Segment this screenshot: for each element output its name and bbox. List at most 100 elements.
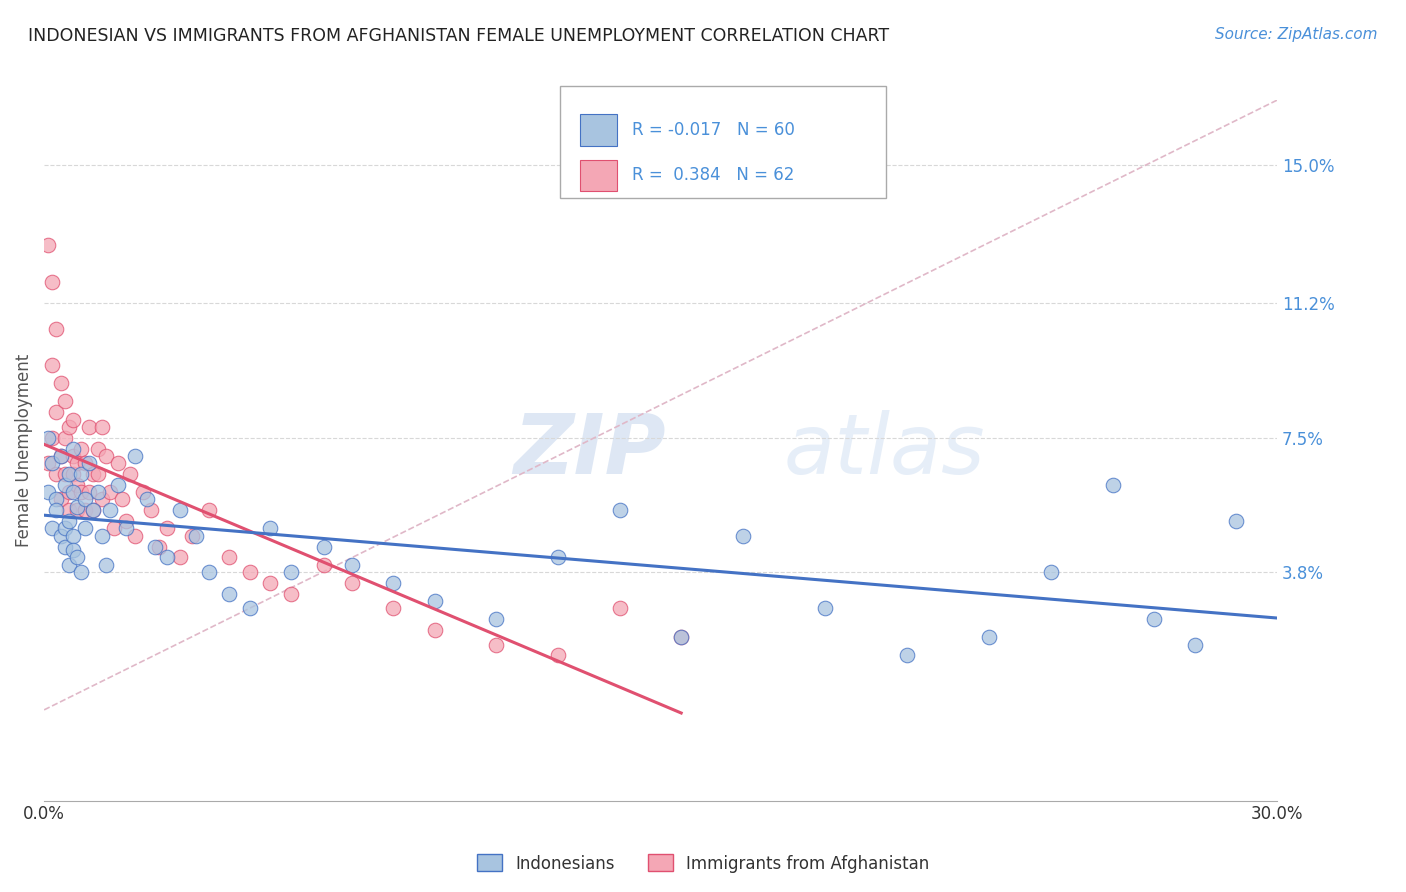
Point bbox=[62, 467, 84, 481]
Point bbox=[485, 612, 508, 626]
Point bbox=[66, 503, 89, 517]
Point bbox=[120, 467, 142, 481]
Point bbox=[239, 601, 262, 615]
Point bbox=[62, 449, 84, 463]
Point bbox=[609, 503, 631, 517]
Point bbox=[423, 594, 446, 608]
Point bbox=[66, 456, 89, 470]
Point bbox=[53, 431, 76, 445]
Point bbox=[98, 503, 121, 517]
Point bbox=[218, 550, 240, 565]
Point bbox=[37, 456, 59, 470]
Point bbox=[115, 514, 138, 528]
Point bbox=[70, 565, 93, 579]
FancyBboxPatch shape bbox=[560, 87, 886, 198]
Point bbox=[342, 575, 364, 590]
Point bbox=[197, 565, 219, 579]
Point bbox=[49, 376, 72, 391]
Point bbox=[58, 419, 80, 434]
Point bbox=[75, 456, 97, 470]
Legend: Indonesians, Immigrants from Afghanistan: Indonesians, Immigrants from Afghanistan bbox=[470, 847, 936, 880]
Point bbox=[979, 630, 1001, 644]
Point bbox=[124, 529, 146, 543]
Point bbox=[186, 529, 208, 543]
Point bbox=[58, 485, 80, 500]
Point bbox=[37, 485, 59, 500]
Point bbox=[1101, 478, 1123, 492]
Point bbox=[53, 394, 76, 409]
Point bbox=[132, 485, 155, 500]
Point bbox=[731, 529, 754, 543]
Point bbox=[107, 478, 129, 492]
Point bbox=[53, 478, 76, 492]
Point bbox=[62, 485, 84, 500]
Point bbox=[609, 601, 631, 615]
Point bbox=[156, 550, 179, 565]
Text: ZIP: ZIP bbox=[513, 409, 665, 491]
Point bbox=[45, 405, 67, 419]
Point bbox=[1143, 612, 1166, 626]
Point bbox=[259, 575, 281, 590]
Point bbox=[86, 485, 108, 500]
Point bbox=[107, 456, 129, 470]
Point bbox=[239, 565, 262, 579]
Point bbox=[135, 492, 157, 507]
Point bbox=[58, 514, 80, 528]
Point bbox=[37, 431, 59, 445]
Point bbox=[197, 503, 219, 517]
Point bbox=[62, 529, 84, 543]
Point bbox=[49, 449, 72, 463]
Point bbox=[58, 558, 80, 572]
Point bbox=[75, 503, 97, 517]
Point bbox=[547, 648, 569, 663]
Point bbox=[41, 275, 63, 289]
Point bbox=[1225, 514, 1247, 528]
Bar bbox=[581, 114, 617, 145]
Point bbox=[49, 449, 72, 463]
Point bbox=[1040, 565, 1063, 579]
Point bbox=[181, 529, 204, 543]
Point bbox=[82, 467, 104, 481]
Point bbox=[218, 587, 240, 601]
Point bbox=[148, 540, 170, 554]
Point bbox=[41, 358, 63, 372]
Point bbox=[896, 648, 918, 663]
Point bbox=[156, 521, 179, 535]
Point bbox=[86, 467, 108, 481]
Point bbox=[62, 442, 84, 456]
Point bbox=[103, 521, 125, 535]
Point bbox=[49, 529, 72, 543]
Point bbox=[342, 558, 364, 572]
Point bbox=[259, 521, 281, 535]
Y-axis label: Female Unemployment: Female Unemployment bbox=[15, 354, 32, 547]
Point bbox=[82, 503, 104, 517]
Point bbox=[669, 630, 692, 644]
Point bbox=[70, 442, 93, 456]
Point bbox=[90, 529, 112, 543]
Point bbox=[90, 419, 112, 434]
Point bbox=[75, 492, 97, 507]
Point bbox=[423, 623, 446, 637]
Point bbox=[94, 449, 117, 463]
Text: INDONESIAN VS IMMIGRANTS FROM AFGHANISTAN FEMALE UNEMPLOYMENT CORRELATION CHART: INDONESIAN VS IMMIGRANTS FROM AFGHANISTA… bbox=[28, 27, 889, 45]
Point bbox=[62, 543, 84, 558]
Point bbox=[41, 521, 63, 535]
Point bbox=[143, 540, 166, 554]
Point bbox=[58, 503, 80, 517]
Point bbox=[86, 442, 108, 456]
Point bbox=[382, 575, 405, 590]
Point bbox=[66, 550, 89, 565]
Point bbox=[70, 485, 93, 500]
Point bbox=[53, 521, 76, 535]
Point bbox=[41, 456, 63, 470]
Point bbox=[66, 500, 89, 514]
Point bbox=[45, 322, 67, 336]
Text: Source: ZipAtlas.com: Source: ZipAtlas.com bbox=[1215, 27, 1378, 42]
Point bbox=[79, 419, 101, 434]
Point bbox=[111, 492, 134, 507]
Point bbox=[169, 503, 191, 517]
Point bbox=[124, 449, 146, 463]
Point bbox=[70, 467, 93, 481]
Point bbox=[79, 456, 101, 470]
Point bbox=[312, 558, 335, 572]
